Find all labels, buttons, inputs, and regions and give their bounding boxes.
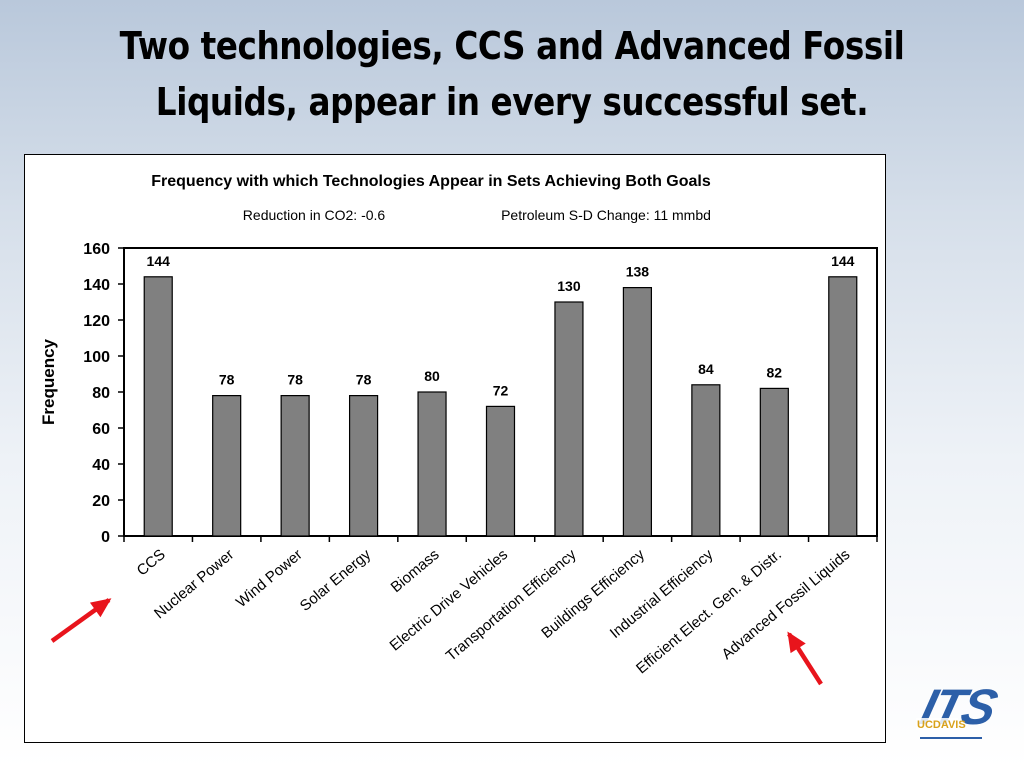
data-label: 78 xyxy=(219,372,235,388)
category-label: Transportation Efficiency xyxy=(443,546,580,665)
bar xyxy=(143,276,173,537)
category-label: Advanced Fossil Liquids xyxy=(718,546,853,663)
y-tick-label: 0 xyxy=(101,529,110,546)
category-label: Efficient Elect. Gen. & Distr. xyxy=(633,546,785,677)
y-tick-label: 60 xyxy=(92,421,110,438)
bar xyxy=(212,395,242,537)
y-tick-label: 140 xyxy=(83,277,110,294)
chart-title: Frequency with which Technologies Appear… xyxy=(151,173,711,190)
data-label: 78 xyxy=(287,372,303,388)
y-tick-label: 40 xyxy=(92,457,110,474)
chart-subtitle-left: Reduction in CO2: -0.6 xyxy=(243,207,386,223)
data-label: 84 xyxy=(698,361,714,377)
data-label: 72 xyxy=(493,382,509,398)
bar-chart: Frequency with which Technologies Appear… xyxy=(39,173,878,686)
bar xyxy=(759,387,789,537)
y-tick-label: 80 xyxy=(92,385,110,402)
category-label: CCS xyxy=(134,546,169,579)
bar xyxy=(348,395,379,537)
y-tick-label: 120 xyxy=(83,313,110,330)
data-label: 138 xyxy=(626,264,650,280)
y-tick-label: 160 xyxy=(83,241,110,258)
y-tick-label: 20 xyxy=(92,493,110,510)
svg-text:UCDAVIS: UCDAVIS xyxy=(917,719,966,731)
its-ucdavis-logo: ITS UCDAVIS xyxy=(915,679,1003,739)
data-label: 144 xyxy=(147,253,171,269)
category-label: Biomass xyxy=(388,546,443,596)
bar xyxy=(417,391,447,537)
bar xyxy=(485,405,516,537)
chart-subtitle-right: Petroleum S-D Change: 11 mmbd xyxy=(501,207,711,223)
y-axis-label: Frequency xyxy=(39,338,58,425)
bar xyxy=(691,384,721,537)
bar xyxy=(280,395,310,537)
slide-title-line-1: Two technologies, CCS and Advanced Fossi… xyxy=(119,24,905,68)
data-label: 78 xyxy=(356,372,372,388)
category-label: Electric Drive Vehicles xyxy=(386,546,511,654)
arrow-head xyxy=(89,598,112,618)
data-label: 80 xyxy=(424,368,440,384)
data-label: 130 xyxy=(557,278,581,294)
red-arrow-icon xyxy=(50,598,112,643)
slide-title-line-2: Liquids, appear in every successful set. xyxy=(155,80,869,124)
bar xyxy=(622,287,653,537)
slide-title: Two technologies, CCS and Advanced Fossi… xyxy=(72,18,953,130)
arrow-head xyxy=(787,631,806,654)
data-label: 82 xyxy=(767,364,783,380)
data-label: 144 xyxy=(831,253,855,269)
category-label: Solar Energy xyxy=(297,546,375,615)
bar xyxy=(554,301,584,537)
bar xyxy=(828,276,858,537)
category-label: Wind Power xyxy=(233,546,306,611)
y-tick-label: 100 xyxy=(83,349,110,366)
red-arrow-icon xyxy=(787,631,823,686)
